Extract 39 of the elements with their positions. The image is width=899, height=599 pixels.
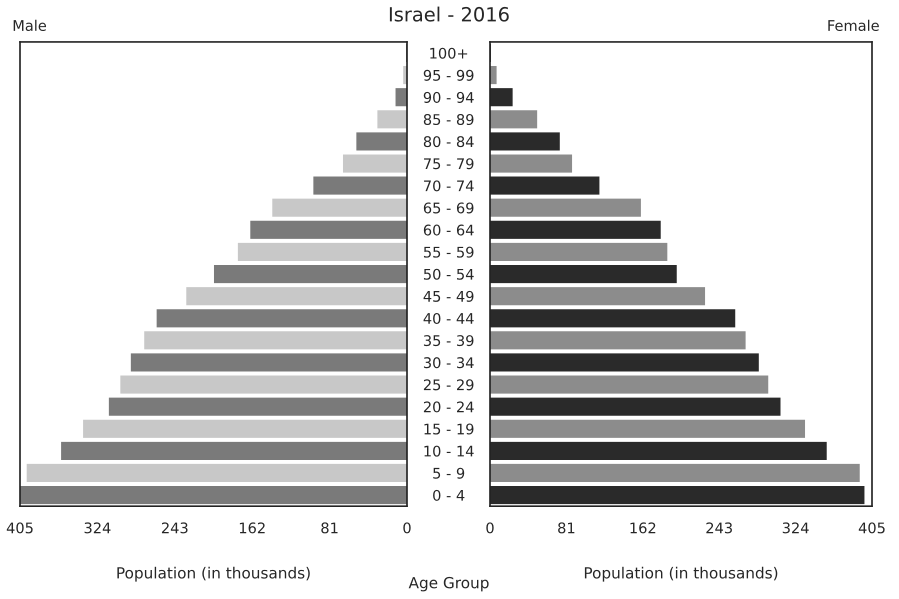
text: Israel - 2016 bbox=[390, 6, 509, 22]
x-tick-label: 162 bbox=[630, 522, 656, 534]
x-tick-label: 0 bbox=[486, 522, 494, 534]
x-axis-title: Population (in thousands) bbox=[117, 566, 310, 582]
y-tick-label: 5 - 9 bbox=[433, 468, 464, 479]
x-tick-label: 243 bbox=[162, 522, 188, 534]
y-tick-label: 20 - 24 bbox=[424, 401, 474, 412]
y-tick-label: 45 - 49 bbox=[424, 290, 474, 302]
chart-title: Male bbox=[14, 20, 46, 32]
x-tick-label: 162 bbox=[240, 522, 265, 534]
y-tick-label: 55 - 59 bbox=[424, 246, 474, 258]
x-tick-label: 405 bbox=[6, 522, 33, 534]
x-tick-label: 0 bbox=[403, 522, 411, 534]
text: Age Group bbox=[408, 576, 489, 592]
chart-title: Female bbox=[828, 20, 879, 32]
x-tick-label: 324 bbox=[782, 522, 809, 534]
y-tick-label: 75 - 79 bbox=[424, 158, 474, 170]
y-tick-label: 70 - 74 bbox=[424, 180, 474, 192]
y-tick-label: 25 - 29 bbox=[424, 379, 474, 390]
x-tick-label: 324 bbox=[84, 522, 110, 534]
y-tick-label: 0 - 4 bbox=[433, 490, 464, 501]
y-tick-label: 10 - 14 bbox=[424, 446, 474, 457]
x-tick-label: 81 bbox=[321, 522, 338, 534]
y-tick-label: 50 - 54 bbox=[424, 268, 474, 280]
y-tick-label: 90 - 94 bbox=[424, 92, 474, 103]
x-tick-label: 405 bbox=[858, 522, 885, 534]
y-tick-label: 60 - 64 bbox=[424, 224, 474, 236]
y-tick-label: 65 - 69 bbox=[424, 202, 474, 214]
y-tick-label: 30 - 34 bbox=[424, 357, 474, 368]
y-tick-label: 15 - 19 bbox=[424, 424, 474, 435]
x-tick-label: 81 bbox=[558, 522, 574, 534]
y-tick-label: 95 - 99 bbox=[424, 70, 474, 81]
y-tick-label: 35 - 39 bbox=[424, 335, 474, 346]
x-tick-label: 243 bbox=[706, 522, 732, 534]
y-tick-label: 40 - 44 bbox=[424, 312, 474, 324]
y-tick-label: 85 - 89 bbox=[424, 114, 474, 126]
x-axis-title: Population (in thousands) bbox=[584, 566, 778, 582]
y-tick-label: 80 - 84 bbox=[424, 136, 474, 148]
y-tick-label: 100+ bbox=[430, 48, 468, 59]
